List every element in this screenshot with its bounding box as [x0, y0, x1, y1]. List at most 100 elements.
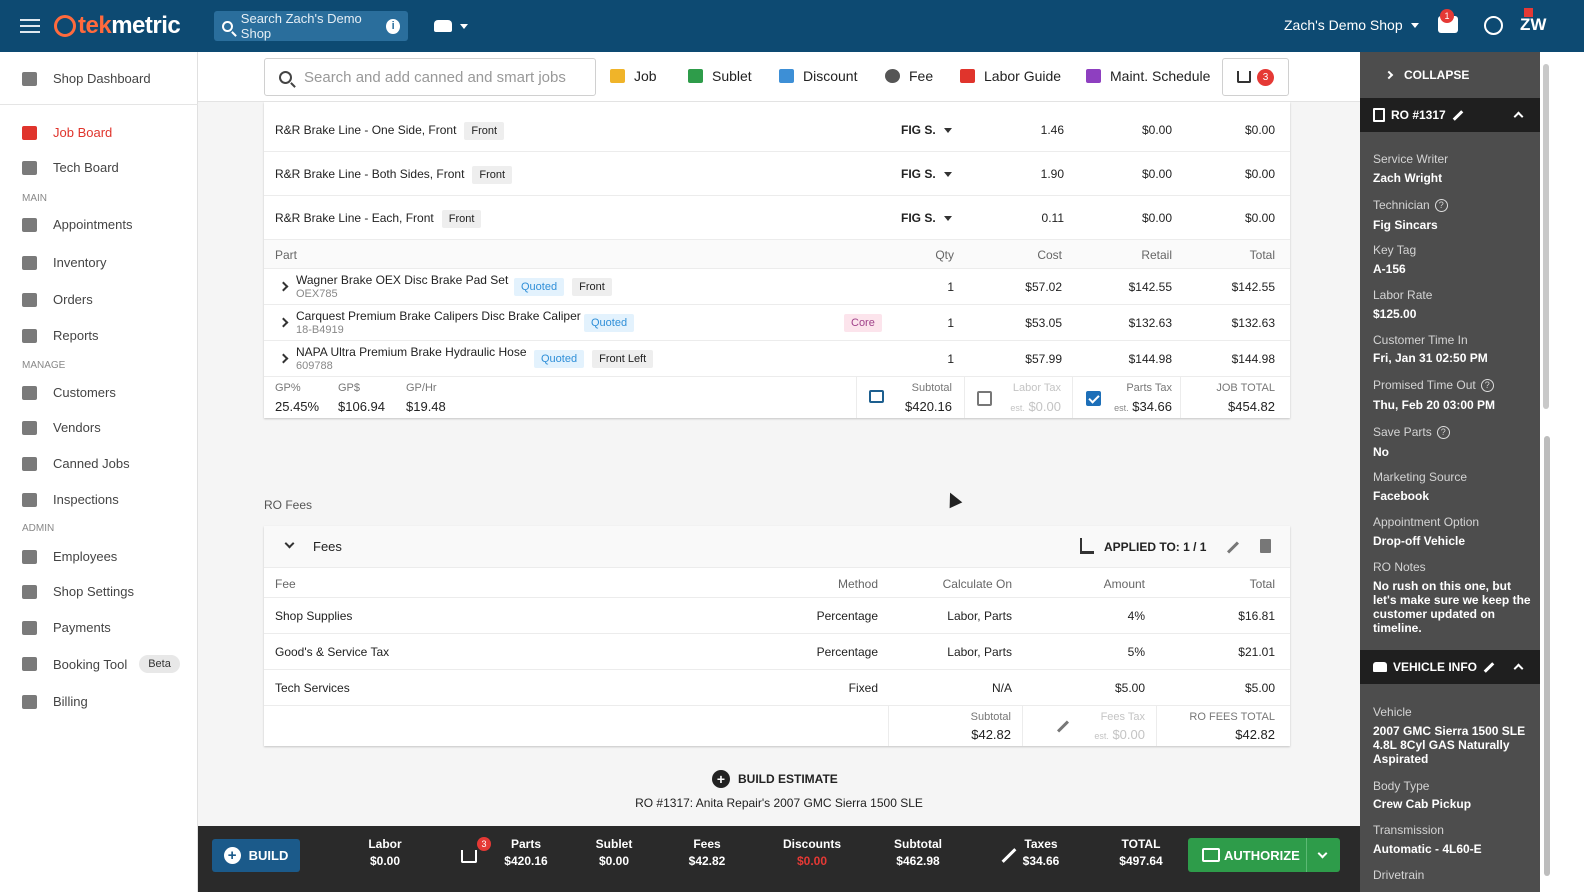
fee-row[interactable]: Shop Supplies Percentage Labor, Parts 4%… — [264, 598, 1290, 634]
sidebar-item-customers[interactable]: Customers — [22, 385, 116, 400]
edit-icon[interactable] — [1056, 720, 1070, 733]
sidebar-item-shop-dashboard[interactable]: Shop Dashboard — [22, 71, 151, 86]
add-fee-button[interactable]: Fee — [885, 68, 933, 84]
sidebar-item-booking-tool[interactable]: Booking Tool Beta — [22, 655, 180, 673]
sidebar-item-job-board[interactable]: Job Board — [22, 125, 112, 140]
labor-row[interactable]: R&R Brake Line - One Side, Front Front FI… — [264, 108, 1290, 152]
labor-row[interactable]: R&R Brake Line - Both Sides, Front Front … — [264, 152, 1290, 196]
vehicle-dropdown[interactable] — [434, 20, 469, 32]
labor-hours[interactable]: 0.11 — [1041, 211, 1064, 225]
trash-icon[interactable] — [1260, 539, 1271, 553]
sidebar-item-payments[interactable]: Payments — [22, 620, 111, 635]
fees-subtotal-label: Subtotal — [970, 711, 1011, 723]
parts-tax-checkbox[interactable] — [1086, 391, 1101, 406]
part-cost: $53.05 — [1025, 316, 1062, 330]
part-number: 609788 — [296, 360, 333, 372]
position-tag: Front — [441, 210, 482, 228]
help-icon[interactable]: ? — [1436, 426, 1450, 440]
sidebar-item-shop-settings[interactable]: Shop Settings — [22, 584, 134, 599]
sidebar-item-appointments[interactable]: Appointments — [22, 217, 133, 232]
ro-notes-value: No rush on this one, but let's make sure… — [1373, 579, 1531, 635]
chevron-right-icon[interactable] — [278, 353, 289, 364]
scrollbar[interactable] — [1540, 52, 1584, 892]
sidebar-item-billing[interactable]: Billing — [22, 694, 88, 709]
labor-guide-button[interactable]: Labor Guide — [960, 68, 1061, 84]
part-row[interactable]: NAPA Ultra Premium Brake Hydraulic Hose … — [264, 341, 1290, 377]
labor-tax-checkbox[interactable] — [977, 391, 992, 406]
sidebar-item-inspections[interactable]: Inspections — [22, 492, 119, 507]
ro-fees-total-label: RO FEES TOTAL — [1189, 711, 1275, 723]
part-retail: $142.55 — [1128, 280, 1172, 294]
sidebar-item-inventory[interactable]: Inventory — [22, 255, 106, 270]
maint-schedule-button[interactable]: Maint. Schedule — [1086, 68, 1210, 84]
collapse-button[interactable]: COLLAPSE — [1360, 52, 1540, 98]
applied-to-label[interactable]: APPLIED TO: 1 / 1 — [1104, 540, 1207, 554]
shop-selector[interactable]: Zach's Demo Shop — [1284, 17, 1419, 33]
vehicle-info-header[interactable]: VEHICLE INFO — [1360, 650, 1540, 684]
clock-icon[interactable] — [1484, 16, 1503, 35]
chevron-down-icon[interactable] — [1317, 848, 1328, 858]
help-icon[interactable]: ? — [1434, 199, 1448, 213]
info-icon[interactable]: i — [386, 18, 401, 34]
edit-icon[interactable] — [1452, 109, 1464, 121]
chevron-right-icon[interactable] — [278, 281, 289, 292]
logo[interactable]: tek metric — [54, 12, 181, 40]
fee-total: $5.00 — [1244, 681, 1275, 695]
edit-icon[interactable] — [1483, 661, 1495, 673]
hand-money-icon — [1080, 538, 1094, 554]
sidebar-item-canned-jobs[interactable]: Canned Jobs — [22, 456, 130, 471]
part-qty[interactable]: 1 — [947, 280, 954, 294]
add-job-button[interactable]: Job — [610, 68, 657, 84]
fee-method: Percentage — [816, 609, 878, 623]
chevron-right-icon[interactable] — [278, 317, 289, 328]
parts-value: $420.16 — [504, 854, 548, 868]
global-search-input[interactable]: Search Zach's Demo Shop i — [214, 11, 409, 41]
cart-button[interactable]: 3 — [1222, 58, 1289, 96]
chevron-up-icon[interactable] — [1513, 663, 1524, 674]
edit-icon[interactable] — [1226, 541, 1240, 554]
position-tag: Front — [464, 122, 505, 140]
edit-icon[interactable] — [1001, 848, 1017, 863]
lock-icon[interactable] — [869, 390, 884, 403]
build-button[interactable]: + BUILD — [212, 839, 300, 872]
user-avatar[interactable]: ZW — [1520, 15, 1547, 34]
sidebar-item-orders[interactable]: Orders — [22, 292, 93, 307]
part-row[interactable]: Wagner Brake OEX Disc Brake Pad Set OEX7… — [264, 269, 1290, 305]
technician-select[interactable]: FIG S. — [901, 211, 952, 225]
scrollbar-thumb[interactable] — [1544, 436, 1550, 876]
sidebar-item-employees[interactable]: Employees — [22, 549, 117, 564]
add-sublet-button[interactable]: Sublet — [688, 68, 752, 84]
fee-row[interactable]: Tech Services Fixed N/A $5.00 $5.00 — [264, 670, 1290, 706]
part-qty[interactable]: 1 — [947, 316, 954, 330]
chevron-down-icon[interactable] — [284, 538, 295, 549]
technician-value: Fig Sincars — [1373, 218, 1438, 232]
wrench-icon — [610, 69, 625, 83]
technician-select[interactable]: FIG S. — [901, 123, 952, 137]
job-search-input[interactable]: Search and add canned and smart jobs — [264, 58, 596, 96]
sidebar-item-tech-board[interactable]: Tech Board — [22, 160, 119, 175]
labor-hours[interactable]: 1.46 — [1040, 123, 1064, 137]
scrollbar-thumb[interactable] — [1543, 64, 1549, 409]
part-qty[interactable]: 1 — [947, 352, 954, 366]
beta-badge: Beta — [139, 655, 180, 673]
chevron-up-icon[interactable] — [1513, 111, 1524, 122]
labor-hours[interactable]: 1.90 — [1040, 167, 1064, 181]
marketing-label: Marketing Source — [1373, 470, 1468, 484]
build-estimate-button[interactable]: + BUILD ESTIMATE — [712, 770, 838, 788]
fees-label: Fees — [693, 837, 721, 851]
part-row[interactable]: Carquest Premium Brake Calipers Disc Bra… — [264, 305, 1290, 341]
add-discount-button[interactable]: Discount — [779, 68, 857, 84]
fee-row[interactable]: Good's & Service Tax Percentage Labor, P… — [264, 634, 1290, 670]
part-total: $132.63 — [1231, 316, 1275, 330]
technician-select[interactable]: FIG S. — [901, 167, 952, 181]
help-icon[interactable]: ? — [1480, 379, 1494, 393]
sidebar-item-reports[interactable]: Reports — [22, 328, 99, 343]
sidebar-label: Vendors — [53, 420, 101, 435]
ro-header[interactable]: RO #1317 — [1360, 98, 1540, 132]
cart-icon[interactable] — [461, 850, 477, 863]
labor-row[interactable]: R&R Brake Line - Each, Front Front FIG S.… — [264, 196, 1290, 240]
search-icon — [222, 20, 233, 32]
sidebar-item-vendors[interactable]: Vendors — [22, 420, 101, 435]
authorize-button[interactable]: AUTHORIZE — [1188, 838, 1340, 872]
menu-icon[interactable] — [20, 19, 40, 33]
